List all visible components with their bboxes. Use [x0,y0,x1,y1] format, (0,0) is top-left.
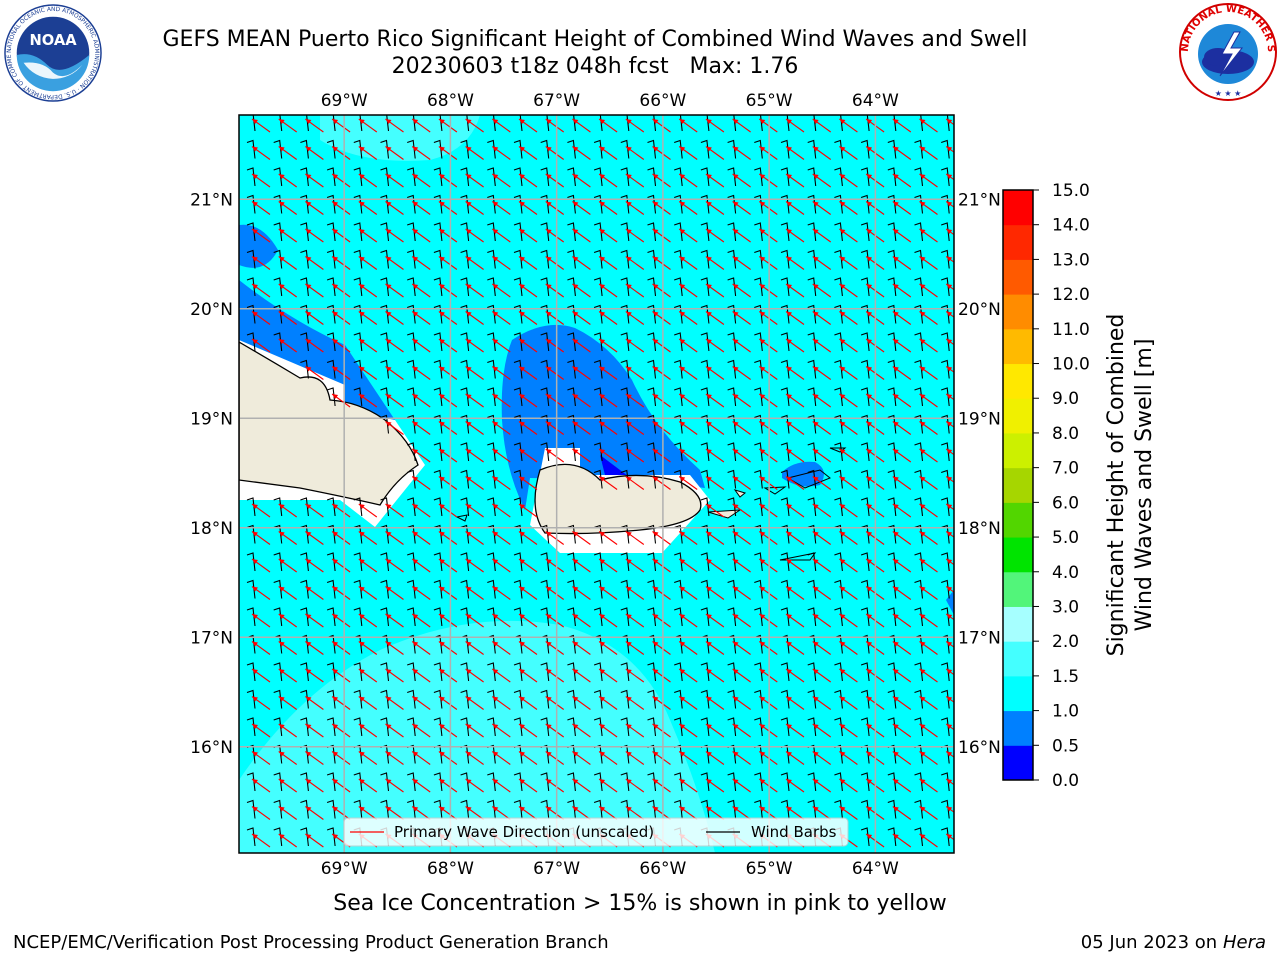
lon-label-bottom: 64°W [852,859,899,879]
lat-label-left: 20°N [190,300,233,320]
wave-height-contour-1.5-2.0-north [320,115,480,161]
colorbar-frame [1002,189,1034,781]
colorbar-tick-label: 12.0 [1052,285,1090,305]
colorbar-swatch [1003,571,1033,607]
chart-title: GEFS MEAN Puerto Rico Significant Height… [162,27,1028,52]
chart-subtitle-forecast: 20230603 t18z 048h fcst Max: 1.76 [391,54,799,79]
colorbar-label-line1: Significant Height of Combined [1104,314,1129,657]
colorbar-swatch [1003,328,1033,365]
colorbar-tick-label: 13.0 [1052,250,1090,270]
colorbar: 0.0 0.5 1.0 1.5 2.0 3.0 4.0 5.0 6.0 7.0 8.0 9.0 10.0… [1002,181,1090,791]
map-frame [238,114,955,854]
colorbar-tick-label: 8.0 [1052,424,1079,444]
colorbar-swatch [1003,467,1033,503]
colorbar-swatch [1003,363,1033,399]
lon-label-bottom: 65°W [746,859,793,879]
footer-date-text: 05 Jun 2023 on [1080,932,1218,953]
lat-label-right: 21°N [958,190,1001,210]
colorbar-swatch [1003,606,1033,642]
island-mona [455,514,468,522]
map-legend: Primary Wave Direction (unscaled) Wind B… [343,817,849,847]
colorbar-swatch [1003,641,1033,677]
footer-credit: NCEP/EMC/Verification Post Processing Pr… [13,932,609,953]
legend-wave-label: Primary Wave Direction (unscaled) [394,823,654,841]
colorbar-tick-label: 1.0 [1052,702,1079,722]
colorbar-swatch [1003,537,1033,573]
wave-height-contour-0.0-0.5 [600,455,628,476]
colorbar-tick-label: 6.0 [1052,493,1079,513]
lon-label-top: 64°W [852,91,899,111]
wave-height-contour-0.5-1.0-east [946,590,954,615]
island-tortola [786,469,831,489]
colorbar-tick-label: 5.0 [1052,528,1079,548]
noaa-logo-text: NOAA [29,32,77,49]
wind-barbs-layer [246,115,950,847]
lon-label-bottom: 67°W [533,859,580,879]
colorbar-swatch [1003,294,1033,330]
colorbar-swatch [1003,398,1033,434]
island-vieques [707,509,742,519]
lat-label-left: 16°N [190,738,233,758]
map-plot-area: Primary Wave Direction (unscaled) Wind B… [239,115,954,853]
map-axis-labels: 69°W 69°W 68°W 68°W 67°W 67°W 66°W 66°W 65°W 65°W… [190,91,1001,879]
wave-height-contour-1.5-2.0-south [239,620,715,853]
lat-label-left: 17°N [190,628,233,648]
lat-label-left: 19°N [190,409,233,429]
map-gridlines [239,115,954,853]
lat-label-right: 18°N [958,519,1001,539]
colorbar-swatch [1003,675,1033,712]
colorbar-tick-label: 15.0 [1052,181,1090,201]
colorbar-swatch [1003,745,1033,781]
colorbar-swatch [1003,224,1033,260]
colorbar-tick-label: 14.0 [1052,216,1090,236]
island-st-croix [779,552,817,561]
noaa-logo-icon: NATIONAL OCEANIC AND ATMOSPHERIC ADMINIS… [4,4,102,102]
lat-label-left: 18°N [190,519,233,539]
lat-label-right: 16°N [958,738,1001,758]
colorbar-tick-label: 4.0 [1052,563,1079,583]
svg-text:★ ★ ★: ★ ★ ★ [1215,89,1242,98]
sea-ice-note: Sea Ice Concentration > 15% is shown in … [333,891,947,916]
island-culebra [733,489,747,498]
colorbar-tick-label: 1.5 [1052,667,1079,687]
lat-label-left: 21°N [190,190,233,210]
colorbar-swatch [1003,432,1033,469]
footer-date: 05 Jun 2023 on Hera [1081,932,1266,953]
lon-label-bottom: 66°W [639,859,686,879]
colorbar-tick-label: 9.0 [1052,389,1079,409]
lat-label-right: 20°N [958,300,1001,320]
lon-label-top: 68°W [427,91,474,111]
legend-barb-label: Wind Barbs [751,823,837,841]
lat-label-right: 19°N [958,409,1001,429]
wave-direction-heads [252,119,953,839]
lon-label-bottom: 69°W [321,859,368,879]
colorbar-tick-label: 7.0 [1052,459,1079,479]
colorbar-swatch [1003,502,1033,538]
colorbar-tick-label: 11.0 [1052,320,1090,340]
lon-label-top: 69°W [321,91,368,111]
lon-label-top: 66°W [639,91,686,111]
colorbar-tick-label: 10.0 [1052,355,1090,375]
colorbar-tick-label: 0.0 [1052,771,1079,791]
colorbar-tick-label: 2.0 [1052,632,1079,652]
wind-barb-glyphs [246,115,950,847]
colorbar-swatch [1003,259,1033,295]
colorbar-tick-label: 0.5 [1052,736,1079,756]
lon-label-top: 65°W [746,91,793,111]
footer-host: Hera [1222,932,1266,953]
colorbar-swatch [1003,190,1033,226]
colorbar-swatch [1003,710,1033,746]
lon-label-bottom: 68°W [427,859,474,879]
colorbar-label-line2: Wind Waves and Swell [m] [1132,339,1157,632]
lat-label-right: 17°N [958,628,1001,648]
lon-label-top: 67°W [533,91,580,111]
wave-height-contour-0.5-1.0-nw [239,224,278,268]
colorbar-tick-label: 3.0 [1052,597,1079,617]
nws-logo-icon: NATIONAL WEATHER SERVICE ★ ★ ★ [1178,2,1277,101]
